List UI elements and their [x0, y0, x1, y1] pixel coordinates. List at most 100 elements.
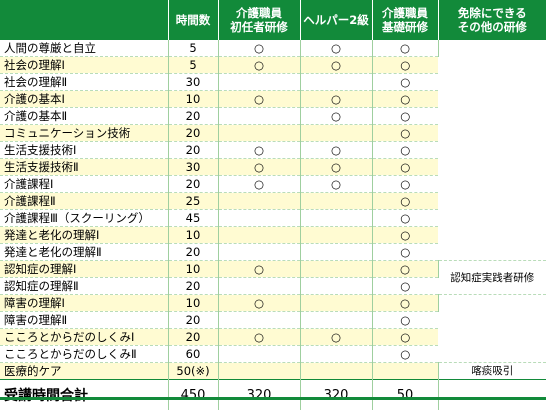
helper2-mark: [300, 346, 372, 363]
course-name: 生活支援技術Ⅱ: [0, 159, 168, 176]
shoninsha-mark: [218, 74, 300, 91]
helper2-mark: ○: [300, 142, 372, 159]
course-name: 介護課程Ⅲ（スクーリング）: [0, 210, 168, 227]
kiso-mark: ○: [372, 40, 438, 57]
kiso-mark: ○: [372, 74, 438, 91]
helper2-mark: ○: [300, 176, 372, 193]
hours-cell: 10: [168, 91, 218, 108]
course-name: 医療的ケア: [0, 363, 168, 380]
kiso-mark: ○: [372, 193, 438, 210]
total-exempt: [438, 380, 546, 410]
shoninsha-mark: ○: [218, 91, 300, 108]
helper2-mark: ○: [300, 57, 372, 74]
kiso-mark: ○: [372, 244, 438, 261]
course-name: 介護課程Ⅱ: [0, 193, 168, 210]
course-name: 社会の理解Ⅰ: [0, 57, 168, 74]
exempt-ninchisho: 認知症実践者研修: [438, 261, 546, 295]
hours-cell: 20: [168, 312, 218, 329]
total-row: 受講時間合計 450 320 320 50: [0, 380, 546, 410]
header-shoninsha-line1: 介護職員: [236, 6, 282, 20]
exempt-cell: [438, 40, 546, 261]
total-shoninsha: 320: [218, 380, 300, 410]
helper2-mark: ○: [300, 91, 372, 108]
hours-cell: 5: [168, 57, 218, 74]
kiso-mark: ○: [372, 91, 438, 108]
exempt-cell: [438, 295, 546, 363]
helper2-mark: [300, 363, 372, 380]
shoninsha-mark: ○: [218, 40, 300, 57]
helper2-mark: [300, 74, 372, 91]
helper2-mark: ○: [300, 40, 372, 57]
shoninsha-mark: ○: [218, 159, 300, 176]
hours-cell: 10: [168, 261, 218, 278]
hours-cell: 60: [168, 346, 218, 363]
helper2-mark: ○: [300, 329, 372, 346]
helper2-mark: [300, 312, 372, 329]
course-name: 認知症の理解Ⅰ: [0, 261, 168, 278]
kiso-mark: ○: [372, 329, 438, 346]
header-exempt-line2: その他の研修: [458, 20, 527, 34]
shoninsha-mark: ○: [218, 261, 300, 278]
total-label: 受講時間合計: [0, 380, 168, 410]
total-helper2: 320: [300, 380, 372, 410]
header-helper2: ヘルパー2級: [300, 0, 372, 40]
kiso-mark: ○: [372, 125, 438, 142]
hours-cell: 10: [168, 295, 218, 312]
header-shoninsha: 介護職員 初任者研修: [218, 0, 300, 40]
shoninsha-mark: [218, 125, 300, 142]
course-name: 発達と老化の理解Ⅰ: [0, 227, 168, 244]
kiso-mark: ○: [372, 57, 438, 74]
header-row: 時間数 介護職員 初任者研修 ヘルパー2級 介護職員 基礎研修 免除にできる そ…: [0, 0, 546, 40]
header-hours: 時間数: [168, 0, 218, 40]
kiso-mark: ○: [372, 346, 438, 363]
header-kiso-line2: 基礎研修: [382, 20, 428, 34]
header-exempt: 免除にできる その他の研修: [438, 0, 546, 40]
shoninsha-mark: ○: [218, 57, 300, 74]
hours-cell: 20: [168, 108, 218, 125]
kiso-mark: ○: [372, 295, 438, 312]
hours-cell: 5: [168, 40, 218, 57]
helper2-mark: [300, 193, 372, 210]
course-name: こころとからだのしくみⅡ: [0, 346, 168, 363]
helper2-mark: [300, 261, 372, 278]
course-name: こころとからだのしくみⅠ: [0, 329, 168, 346]
hours-cell: 25: [168, 193, 218, 210]
kiso-mark: ○: [372, 142, 438, 159]
header-exempt-line1: 免除にできる: [458, 6, 527, 20]
hours-cell: 20: [168, 278, 218, 295]
course-name: 発達と老化の理解Ⅱ: [0, 244, 168, 261]
hours-cell: 30: [168, 74, 218, 91]
course-name: 障害の理解Ⅰ: [0, 295, 168, 312]
course-name: 介護課程Ⅰ: [0, 176, 168, 193]
hours-cell: 20: [168, 176, 218, 193]
kiso-mark: ○: [372, 312, 438, 329]
helper2-mark: ○: [300, 159, 372, 176]
shoninsha-mark: ○: [218, 329, 300, 346]
kiso-mark: ○: [372, 108, 438, 125]
shoninsha-mark: [218, 278, 300, 295]
hours-cell: 45: [168, 210, 218, 227]
kiso-mark: ○: [372, 261, 438, 278]
shoninsha-mark: ○: [218, 176, 300, 193]
shoninsha-mark: [218, 227, 300, 244]
shoninsha-mark: [218, 363, 300, 380]
helper2-mark: [300, 244, 372, 261]
helper2-mark: [300, 210, 372, 227]
total-kiso: 50: [372, 380, 438, 410]
shoninsha-mark: ○: [218, 142, 300, 159]
header-kiso-line1: 介護職員: [382, 6, 428, 20]
course-name: 障害の理解Ⅱ: [0, 312, 168, 329]
hours-cell: 20: [168, 244, 218, 261]
kiso-mark: [372, 363, 438, 380]
kiso-mark: ○: [372, 227, 438, 244]
helper2-mark: [300, 278, 372, 295]
header-name: [0, 0, 168, 40]
course-name: 認知症の理解Ⅱ: [0, 278, 168, 295]
hours-cell: 50(※): [168, 363, 218, 380]
